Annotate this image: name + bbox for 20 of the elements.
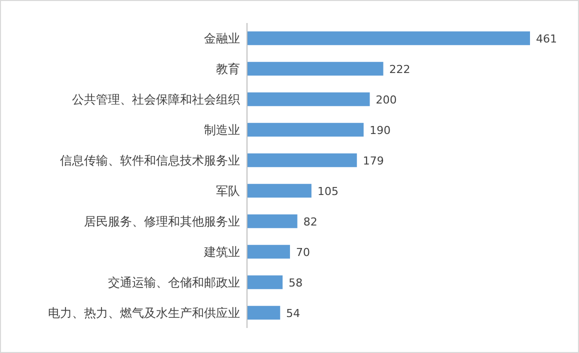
y-tick-label: 信息传输、软件和信息技术服务业 <box>60 153 240 168</box>
data-label: 190 <box>370 124 391 137</box>
y-tick-label: 制造业 <box>204 122 240 137</box>
data-label: 179 <box>362 154 384 168</box>
y-tick-label: 金融业 <box>204 31 240 46</box>
y-tick-label: 建筑业 <box>203 244 240 259</box>
data-label: 82 <box>303 215 318 228</box>
data-label: 222 <box>389 62 410 76</box>
y-tick-label: 公共管理、社会保障和社会组织 <box>72 92 240 106</box>
y-tick-label: 教育 <box>216 62 240 76</box>
y-tick-label: 居民服务、修理和其他服务业 <box>84 214 240 228</box>
y-tick-label: 电力、热力、燃气及水生产和供应业 <box>48 306 240 320</box>
data-label: 58 <box>288 276 303 290</box>
data-label: 54 <box>286 306 300 320</box>
data-label: 461 <box>536 32 557 46</box>
data-label: 105 <box>317 184 338 198</box>
data-label: 70 <box>296 246 310 259</box>
y-tick-label: 军队 <box>216 184 240 198</box>
data-label: 200 <box>376 93 397 106</box>
y-tick-label: 交通运输、仓储和邮政业 <box>108 275 240 290</box>
